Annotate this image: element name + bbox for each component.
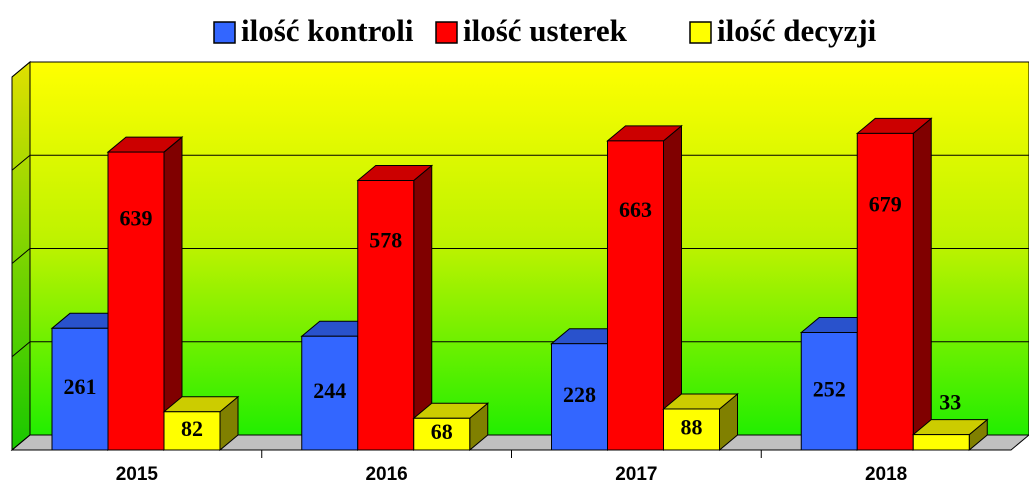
grid-line-side xyxy=(11,61,31,78)
bar xyxy=(551,343,608,451)
value-label: 228 xyxy=(563,382,596,407)
value-label: 578 xyxy=(369,228,402,253)
x-tick-label: 2016 xyxy=(365,464,407,485)
value-label: 639 xyxy=(120,206,153,231)
bar xyxy=(107,151,165,451)
value-label: 261 xyxy=(64,374,97,399)
value-label: 679 xyxy=(869,191,902,216)
bar xyxy=(163,411,221,451)
legend-label: ilość kontroli xyxy=(241,13,414,48)
bar xyxy=(607,140,664,451)
value-label: 244 xyxy=(313,378,346,403)
bar xyxy=(663,408,720,451)
value-label: 88 xyxy=(681,415,703,440)
bar xyxy=(301,335,359,451)
bar xyxy=(413,417,471,451)
grid-line-side xyxy=(11,154,31,171)
bar xyxy=(856,132,914,451)
value-label: 82 xyxy=(181,416,203,441)
grid-line-side xyxy=(11,434,31,451)
x-tick-label: 2015 xyxy=(116,464,159,485)
value-label: 663 xyxy=(619,197,652,222)
value-label: 33 xyxy=(939,390,961,415)
legend-swatch xyxy=(689,21,712,44)
x-tick-label: 2018 xyxy=(865,464,907,485)
bar-side xyxy=(912,117,932,452)
grid-line-side xyxy=(11,248,31,264)
legend-swatch xyxy=(213,21,236,44)
value-label: 68 xyxy=(431,419,453,444)
x-tick-label: 2017 xyxy=(615,464,657,485)
value-label: 252 xyxy=(813,376,846,401)
legend-label: ilość usterek xyxy=(463,13,628,48)
bar xyxy=(51,327,109,451)
bar xyxy=(800,332,858,451)
legend-swatch xyxy=(435,21,458,44)
legend-label: ilość decyzji xyxy=(717,13,877,48)
bar xyxy=(912,434,970,451)
grid-line-side xyxy=(11,341,31,358)
bar xyxy=(357,180,415,451)
